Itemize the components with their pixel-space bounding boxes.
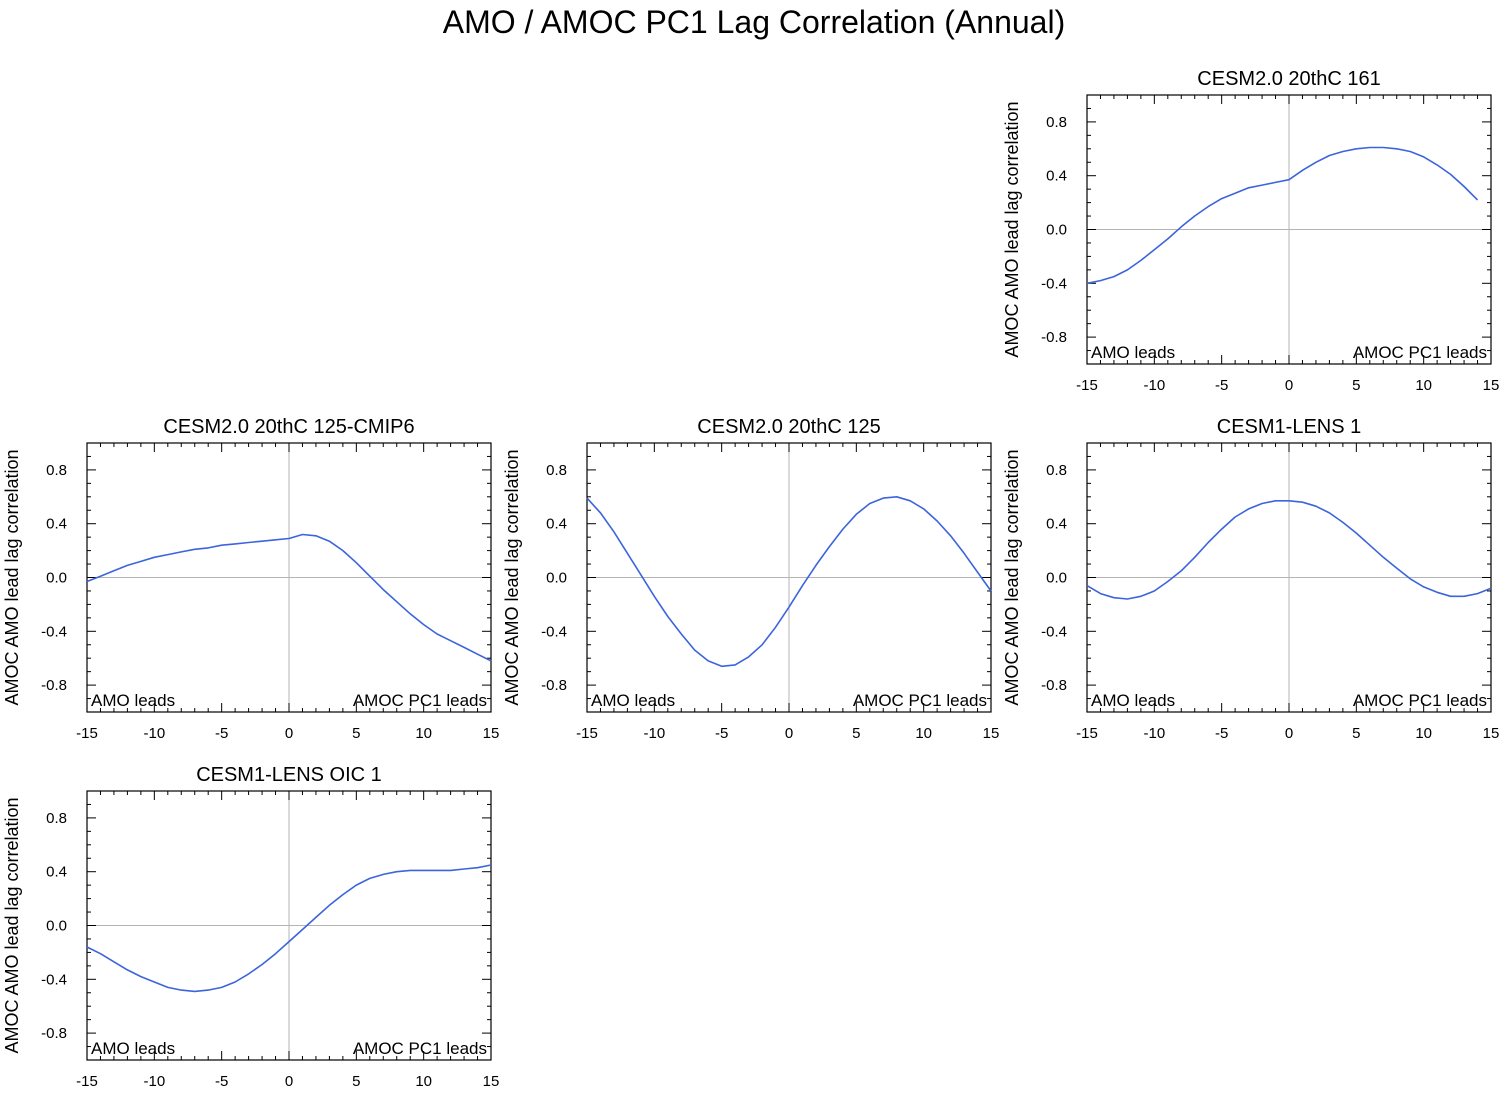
x-tick-label: -10 xyxy=(1143,725,1165,742)
chart-panel-2: -15 -10 -5 0 5 10 15 -0.8 -0.4 0.0 0.4 0.8 CESM2.0 2… xyxy=(2,416,499,742)
x-tick-label: 0 xyxy=(285,1073,293,1090)
x-tick-label: -15 xyxy=(1076,377,1098,394)
y-tick-label: -0.4 xyxy=(41,971,67,988)
y-axis-label: AMOC AMO lead lag correlation xyxy=(1002,101,1022,357)
x-tick-label: -10 xyxy=(143,725,165,742)
x-tick-label: 0 xyxy=(1285,725,1293,742)
annotation-amo-leads: AMO leads xyxy=(591,691,675,710)
x-tick-label: 15 xyxy=(983,725,1000,742)
y-tick-label: 0.0 xyxy=(46,570,67,587)
plot-frame xyxy=(1086,94,1492,365)
x-tick-label: 5 xyxy=(352,1073,360,1090)
x-tick-label: 5 xyxy=(1352,377,1360,394)
y-tick-label: -0.8 xyxy=(1041,677,1067,694)
y-tick-label: -0.4 xyxy=(1041,275,1067,292)
x-tick-label: 5 xyxy=(1352,725,1360,742)
series-line xyxy=(1086,146,1479,285)
annotation-amoc-leads: AMOC PC1 leads xyxy=(1353,343,1487,362)
x-tick-label: -15 xyxy=(76,1073,98,1090)
x-tick-label: 15 xyxy=(483,725,500,742)
series-line xyxy=(1086,499,1492,600)
y-tick-label: 0.4 xyxy=(1046,516,1067,533)
plot-frame xyxy=(586,442,992,713)
panel-title: CESM1-LENS 1 xyxy=(1217,416,1362,438)
annotation-amo-leads: AMO leads xyxy=(91,691,175,710)
figure-title: AMO / AMOC PC1 Lag Correlation (Annual) xyxy=(442,4,1066,40)
x-tick-label: 10 xyxy=(415,725,432,742)
chart-panel-3: -15 -10 -5 0 5 10 15 -0.8 -0.4 0.0 0.4 0.8 CESM2.0 2… xyxy=(502,416,999,742)
plot-frame xyxy=(86,442,492,713)
x-tick-label: 10 xyxy=(415,1073,432,1090)
y-tick-label: 0.8 xyxy=(46,810,67,827)
x-tick-label: 15 xyxy=(1483,725,1500,742)
y-axis-label: AMOC AMO lead lag correlation xyxy=(2,797,22,1053)
x-tick-label: 0 xyxy=(1285,377,1293,394)
x-tick-label: -5 xyxy=(1215,725,1228,742)
y-tick-label: 0.0 xyxy=(546,570,567,587)
annotation-amoc-leads: AMOC PC1 leads xyxy=(1353,691,1487,710)
annotation-amoc-leads: AMOC PC1 leads xyxy=(353,1039,487,1058)
series-line xyxy=(86,864,492,993)
chart-panel-4: -15 -10 -5 0 5 10 15 -0.8 -0.4 0.0 0.4 0.8 CESM1-LEN… xyxy=(1002,416,1499,742)
x-tick-label: 0 xyxy=(785,725,793,742)
y-tick-label: 0.4 xyxy=(546,516,567,533)
annotation-amo-leads: AMO leads xyxy=(91,1039,175,1058)
y-tick-label: 0.4 xyxy=(1046,168,1067,185)
y-tick-label: 0.4 xyxy=(46,864,67,881)
x-tick-label: 10 xyxy=(915,725,932,742)
annotation-amoc-leads: AMOC PC1 leads xyxy=(353,691,487,710)
y-tick-label: -0.4 xyxy=(541,623,567,640)
panel-title: CESM2.0 20thC 125-CMIP6 xyxy=(163,416,414,438)
y-tick-label: 0.0 xyxy=(1046,222,1067,239)
x-tick-label: -10 xyxy=(1143,377,1165,394)
x-tick-label: 5 xyxy=(352,725,360,742)
x-tick-label: 10 xyxy=(1415,377,1432,394)
y-axis-label: AMOC AMO lead lag correlation xyxy=(502,449,522,705)
x-tick-label: -15 xyxy=(76,725,98,742)
y-axis-label: AMOC AMO lead lag correlation xyxy=(1002,449,1022,705)
y-tick-label: 0.0 xyxy=(46,918,67,935)
y-tick-label: 0.0 xyxy=(1046,570,1067,587)
x-tick-label: -5 xyxy=(715,725,728,742)
x-tick-label: 15 xyxy=(1483,377,1500,394)
chart-panel-5: -15 -10 -5 0 5 10 15 -0.8 -0.4 0.0 0.4 0.8 CESM1-LEN… xyxy=(2,764,499,1090)
x-tick-label: -10 xyxy=(143,1073,165,1090)
panel-title: CESM2.0 20thC 125 xyxy=(697,416,880,438)
y-tick-label: -0.8 xyxy=(41,677,67,694)
series-line xyxy=(86,533,492,662)
x-tick-label: -10 xyxy=(643,725,665,742)
x-tick-label: -15 xyxy=(1076,725,1098,742)
chart-panel-1: -15 -10 -5 0 5 10 15 -0.8 -0.4 0.0 0.4 0.8 CESM2.0 2… xyxy=(1002,68,1499,394)
y-tick-label: -0.4 xyxy=(1041,623,1067,640)
x-tick-label: 0 xyxy=(285,725,293,742)
x-tick-label: -5 xyxy=(215,725,228,742)
y-tick-label: 0.4 xyxy=(46,516,67,533)
x-tick-label: 15 xyxy=(483,1073,500,1090)
x-tick-label: -5 xyxy=(1215,377,1228,394)
y-tick-label: -0.8 xyxy=(41,1025,67,1042)
y-tick-label: -0.8 xyxy=(1041,329,1067,346)
panel-title: CESM2.0 20thC 161 xyxy=(1197,68,1380,90)
y-tick-label: 0.8 xyxy=(1046,114,1067,131)
y-tick-label: 0.8 xyxy=(46,462,67,479)
plot-frame xyxy=(86,790,492,1061)
y-axis-label: AMOC AMO lead lag correlation xyxy=(2,449,22,705)
panel-title: CESM1-LENS OIC 1 xyxy=(196,764,382,786)
x-tick-label: 5 xyxy=(852,725,860,742)
y-tick-label: 0.8 xyxy=(1046,462,1067,479)
plot-frame xyxy=(1086,442,1492,713)
annotation-amo-leads: AMO leads xyxy=(1091,343,1175,362)
annotation-amoc-leads: AMOC PC1 leads xyxy=(853,691,987,710)
annotation-amo-leads: AMO leads xyxy=(1091,691,1175,710)
series-line xyxy=(586,495,992,668)
y-tick-label: 0.8 xyxy=(546,462,567,479)
y-tick-label: -0.4 xyxy=(41,623,67,640)
x-tick-label: -15 xyxy=(576,725,598,742)
x-tick-label: 10 xyxy=(1415,725,1432,742)
y-tick-label: -0.8 xyxy=(541,677,567,694)
x-tick-label: -5 xyxy=(215,1073,228,1090)
